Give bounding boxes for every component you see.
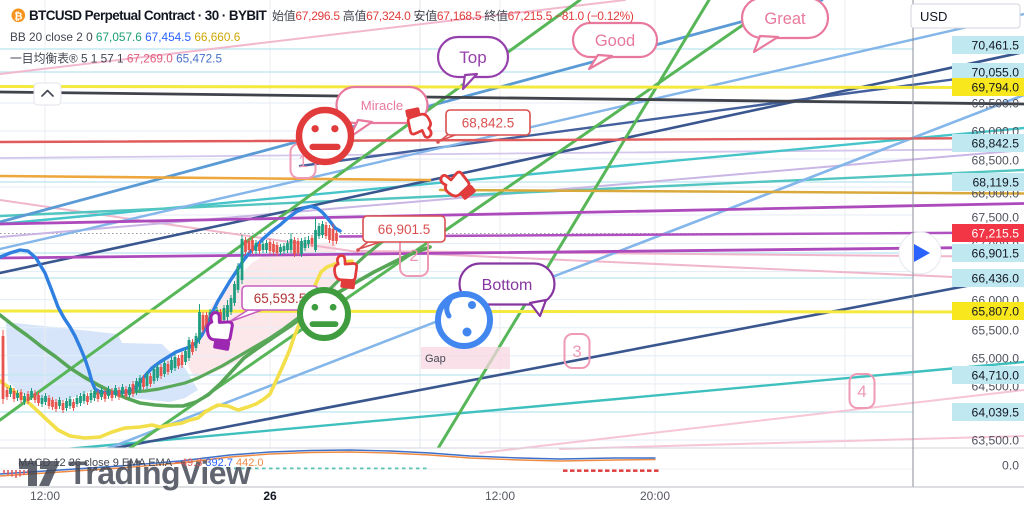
svg-text:Good: Good <box>595 32 635 50</box>
svg-text:66,901.5: 66,901.5 <box>378 222 431 237</box>
svg-text:67,215.5: 67,215.5 <box>972 227 1020 241</box>
svg-text:65,593.5: 65,593.5 <box>254 291 307 306</box>
svg-text:2: 2 <box>409 246 418 265</box>
svg-text:66,901.5: 66,901.5 <box>972 247 1020 261</box>
svg-text:65,000.0: 65,000.0 <box>972 352 1020 366</box>
svg-text:68,119.5: 68,119.5 <box>972 176 1019 190</box>
svg-text:一目均衡表® 5 1 57 1 67,269.0 65,: 一目均衡表® 5 1 57 1 67,269.0 65,472.5 <box>10 52 222 66</box>
svg-text:12:00: 12:00 <box>485 489 515 503</box>
svg-text:TradingView: TradingView <box>68 455 251 491</box>
svg-text:12:00: 12:00 <box>30 489 60 503</box>
svg-text:26: 26 <box>263 489 277 503</box>
svg-text:68,842.5: 68,842.5 <box>462 116 515 131</box>
svg-text:3: 3 <box>572 342 581 361</box>
svg-text:Top: Top <box>459 48 486 67</box>
svg-text:67,500.0: 67,500.0 <box>972 211 1020 225</box>
svg-text:69,500.0: 69,500.0 <box>972 97 1020 111</box>
svg-text:69,794.0: 69,794.0 <box>972 81 1020 95</box>
svg-text:BB 20 close 2 0 67,057.6 67,: BB 20 close 2 0 67,057.6 67,454.5 66,660… <box>10 30 241 44</box>
svg-text:68,500.0: 68,500.0 <box>972 154 1020 168</box>
svg-text:USD: USD <box>920 9 947 24</box>
svg-text:0.0: 0.0 <box>1002 459 1019 473</box>
svg-text:63,500.0: 63,500.0 <box>972 434 1020 448</box>
svg-text:66,436.0: 66,436.0 <box>972 272 1020 286</box>
svg-text:Gap: Gap <box>425 353 446 365</box>
svg-text:68,842.5: 68,842.5 <box>972 137 1020 151</box>
svg-text:1: 1 <box>298 152 307 171</box>
svg-text:65,807.0: 65,807.0 <box>972 305 1020 319</box>
svg-text:Bottom: Bottom <box>482 277 533 294</box>
svg-text:Great: Great <box>764 10 806 28</box>
svg-text:64,039.5: 64,039.5 <box>972 406 1020 420</box>
svg-text:BTCUSD Perpetual Contract · 30: BTCUSD Perpetual Contract · 30 · BYBIT <box>29 8 268 23</box>
svg-text:Miracle: Miracle <box>361 98 404 113</box>
svg-text:₿: ₿ <box>14 11 23 23</box>
svg-text:65,500.0: 65,500.0 <box>972 324 1020 338</box>
svg-text:20:00: 20:00 <box>640 489 670 503</box>
svg-text:MACD 12 26 close 9 EMA EMA −4: MACD 12 26 close 9 EMA EMA −49.3 392.7 4… <box>18 457 264 469</box>
svg-text:64,710.0: 64,710.0 <box>972 369 1020 383</box>
svg-text:70,055.0: 70,055.0 <box>972 66 1020 80</box>
svg-text:4: 4 <box>857 382 866 401</box>
svg-text:70,461.5: 70,461.5 <box>972 39 1020 53</box>
svg-text:始值67,296.5 高值67,324.0 安值67,1: 始值67,296.5 高值67,324.0 安值67,168.5 終值67,21… <box>272 8 634 23</box>
